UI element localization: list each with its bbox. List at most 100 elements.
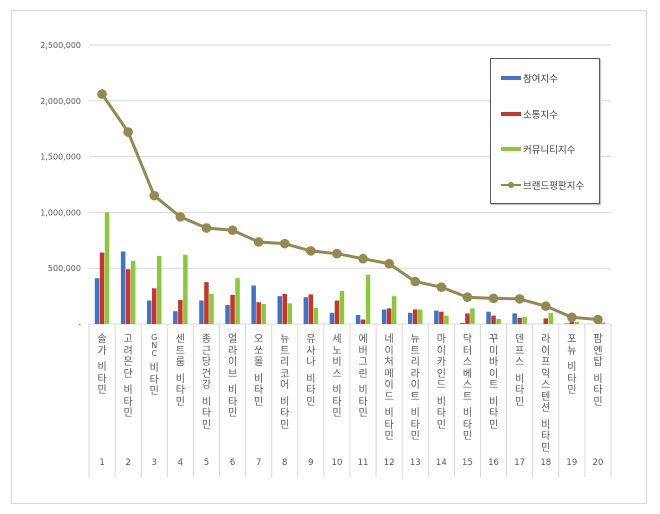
y-tick-label: 2,500,000: [40, 41, 81, 50]
legend-label: 브랜드평판지수: [523, 181, 585, 192]
bar-참여지수: [147, 300, 152, 324]
x-rank-label: 1: [99, 458, 104, 468]
bar-소통지수: [413, 309, 418, 324]
x-rank-label: 6: [230, 458, 235, 468]
legend-swatch-blue-icon: [501, 76, 521, 80]
y-tick-label: -: [78, 320, 81, 329]
bar-소통지수: [569, 321, 575, 324]
legend-item-community: 커뮤니티지수: [501, 142, 575, 156]
bar-소통지수: [204, 282, 209, 324]
bar-참여지수: [199, 300, 204, 324]
bar-커뮤니티지수: [209, 293, 214, 324]
bar-소통지수: [125, 269, 131, 324]
x-rank-label: 10: [332, 458, 343, 468]
y-tick-label: 1,500,000: [40, 153, 81, 162]
bar-참여지수: [512, 313, 517, 324]
legend-label: 소통지수: [523, 110, 558, 121]
line-marker: [488, 293, 499, 304]
bar-소통지수: [386, 308, 392, 324]
line-marker: [253, 237, 264, 247]
legend-item-brand-reputation: 브랜드평판지수: [501, 178, 584, 192]
bar-소통지수: [334, 300, 340, 324]
line-marker: [358, 253, 368, 264]
bar-소통지수: [230, 294, 235, 324]
x-rank-label: 19: [566, 458, 577, 468]
bar-참여지수: [564, 323, 570, 324]
line-marker: [332, 248, 342, 259]
bar-커뮤니티지수: [600, 322, 606, 324]
bar-커뮤니티지수: [287, 303, 292, 324]
bar-참여지수: [329, 312, 335, 324]
legend-swatch-green-icon: [501, 147, 521, 151]
bar-커뮤니티지수: [418, 309, 423, 324]
legend-item-communication: 소통지수: [501, 107, 558, 121]
line-marker: [123, 127, 133, 137]
bar-참여지수: [173, 311, 178, 324]
bar-커뮤니티지수: [183, 254, 188, 324]
x-rank-label: 15: [462, 458, 473, 468]
legend-label: 커뮤니티지수: [523, 145, 576, 156]
legend-line-marker-icon: [501, 182, 521, 188]
bar-참여지수: [225, 305, 230, 324]
line-marker: [201, 223, 212, 233]
x-rank-label: 14: [436, 458, 447, 468]
bar-소통지수: [517, 317, 522, 324]
bar-커뮤니티지수: [522, 316, 527, 324]
bar-커뮤니티지수: [391, 296, 397, 324]
x-rank-label: 2: [125, 458, 130, 468]
x-rank-label: 8: [282, 458, 287, 468]
x-rank-label: 7: [256, 458, 261, 468]
bar-소통지수: [439, 311, 444, 324]
line-marker: [567, 312, 577, 323]
bar-참여지수: [303, 297, 309, 324]
line-marker: [593, 314, 603, 325]
bar-커뮤니티지수: [574, 321, 580, 324]
bar-소통지수: [178, 300, 183, 324]
line-marker: [410, 276, 421, 287]
bar-소통지수: [256, 302, 261, 324]
bar-커뮤니티지수: [444, 315, 449, 324]
bar-소통지수: [465, 313, 470, 324]
bar-소통지수: [152, 288, 157, 324]
bar-참여지수: [94, 278, 100, 324]
bar-참여지수: [277, 296, 282, 324]
x-rank-label: 4: [178, 458, 183, 468]
line-marker: [540, 301, 551, 311]
legend-label: 참여지수: [523, 74, 558, 85]
bar-참여지수: [460, 322, 465, 324]
bar-소통지수: [360, 319, 366, 324]
x-rank-label: 20: [593, 458, 604, 468]
bar-참여지수: [355, 315, 361, 324]
bar-커뮤니티지수: [313, 307, 319, 324]
bar-커뮤니티지수: [104, 212, 110, 324]
bar-커뮤니티지수: [235, 278, 240, 324]
y-tick-label: 1,000,000: [40, 208, 81, 217]
bar-참여지수: [408, 312, 413, 324]
line-marker: [514, 294, 525, 304]
bar-커뮤니티지수: [130, 260, 136, 324]
x-rank-label: 11: [358, 458, 369, 468]
bar-참여지수: [120, 251, 126, 324]
bar-소통지수: [99, 252, 105, 324]
x-rank-label: 5: [204, 458, 209, 468]
x-rank-label: 3: [152, 458, 157, 468]
chart-legend: 참여지수 소통지수 커뮤니티지수 브랜드평판지수: [490, 58, 600, 204]
x-rank-label: 17: [514, 458, 525, 468]
y-tick-label: 500,000: [48, 264, 81, 273]
bar-소통지수: [308, 294, 314, 324]
line-marker: [175, 212, 186, 222]
legend-item-participation: 참여지수: [501, 71, 558, 85]
line-marker: [436, 282, 447, 292]
